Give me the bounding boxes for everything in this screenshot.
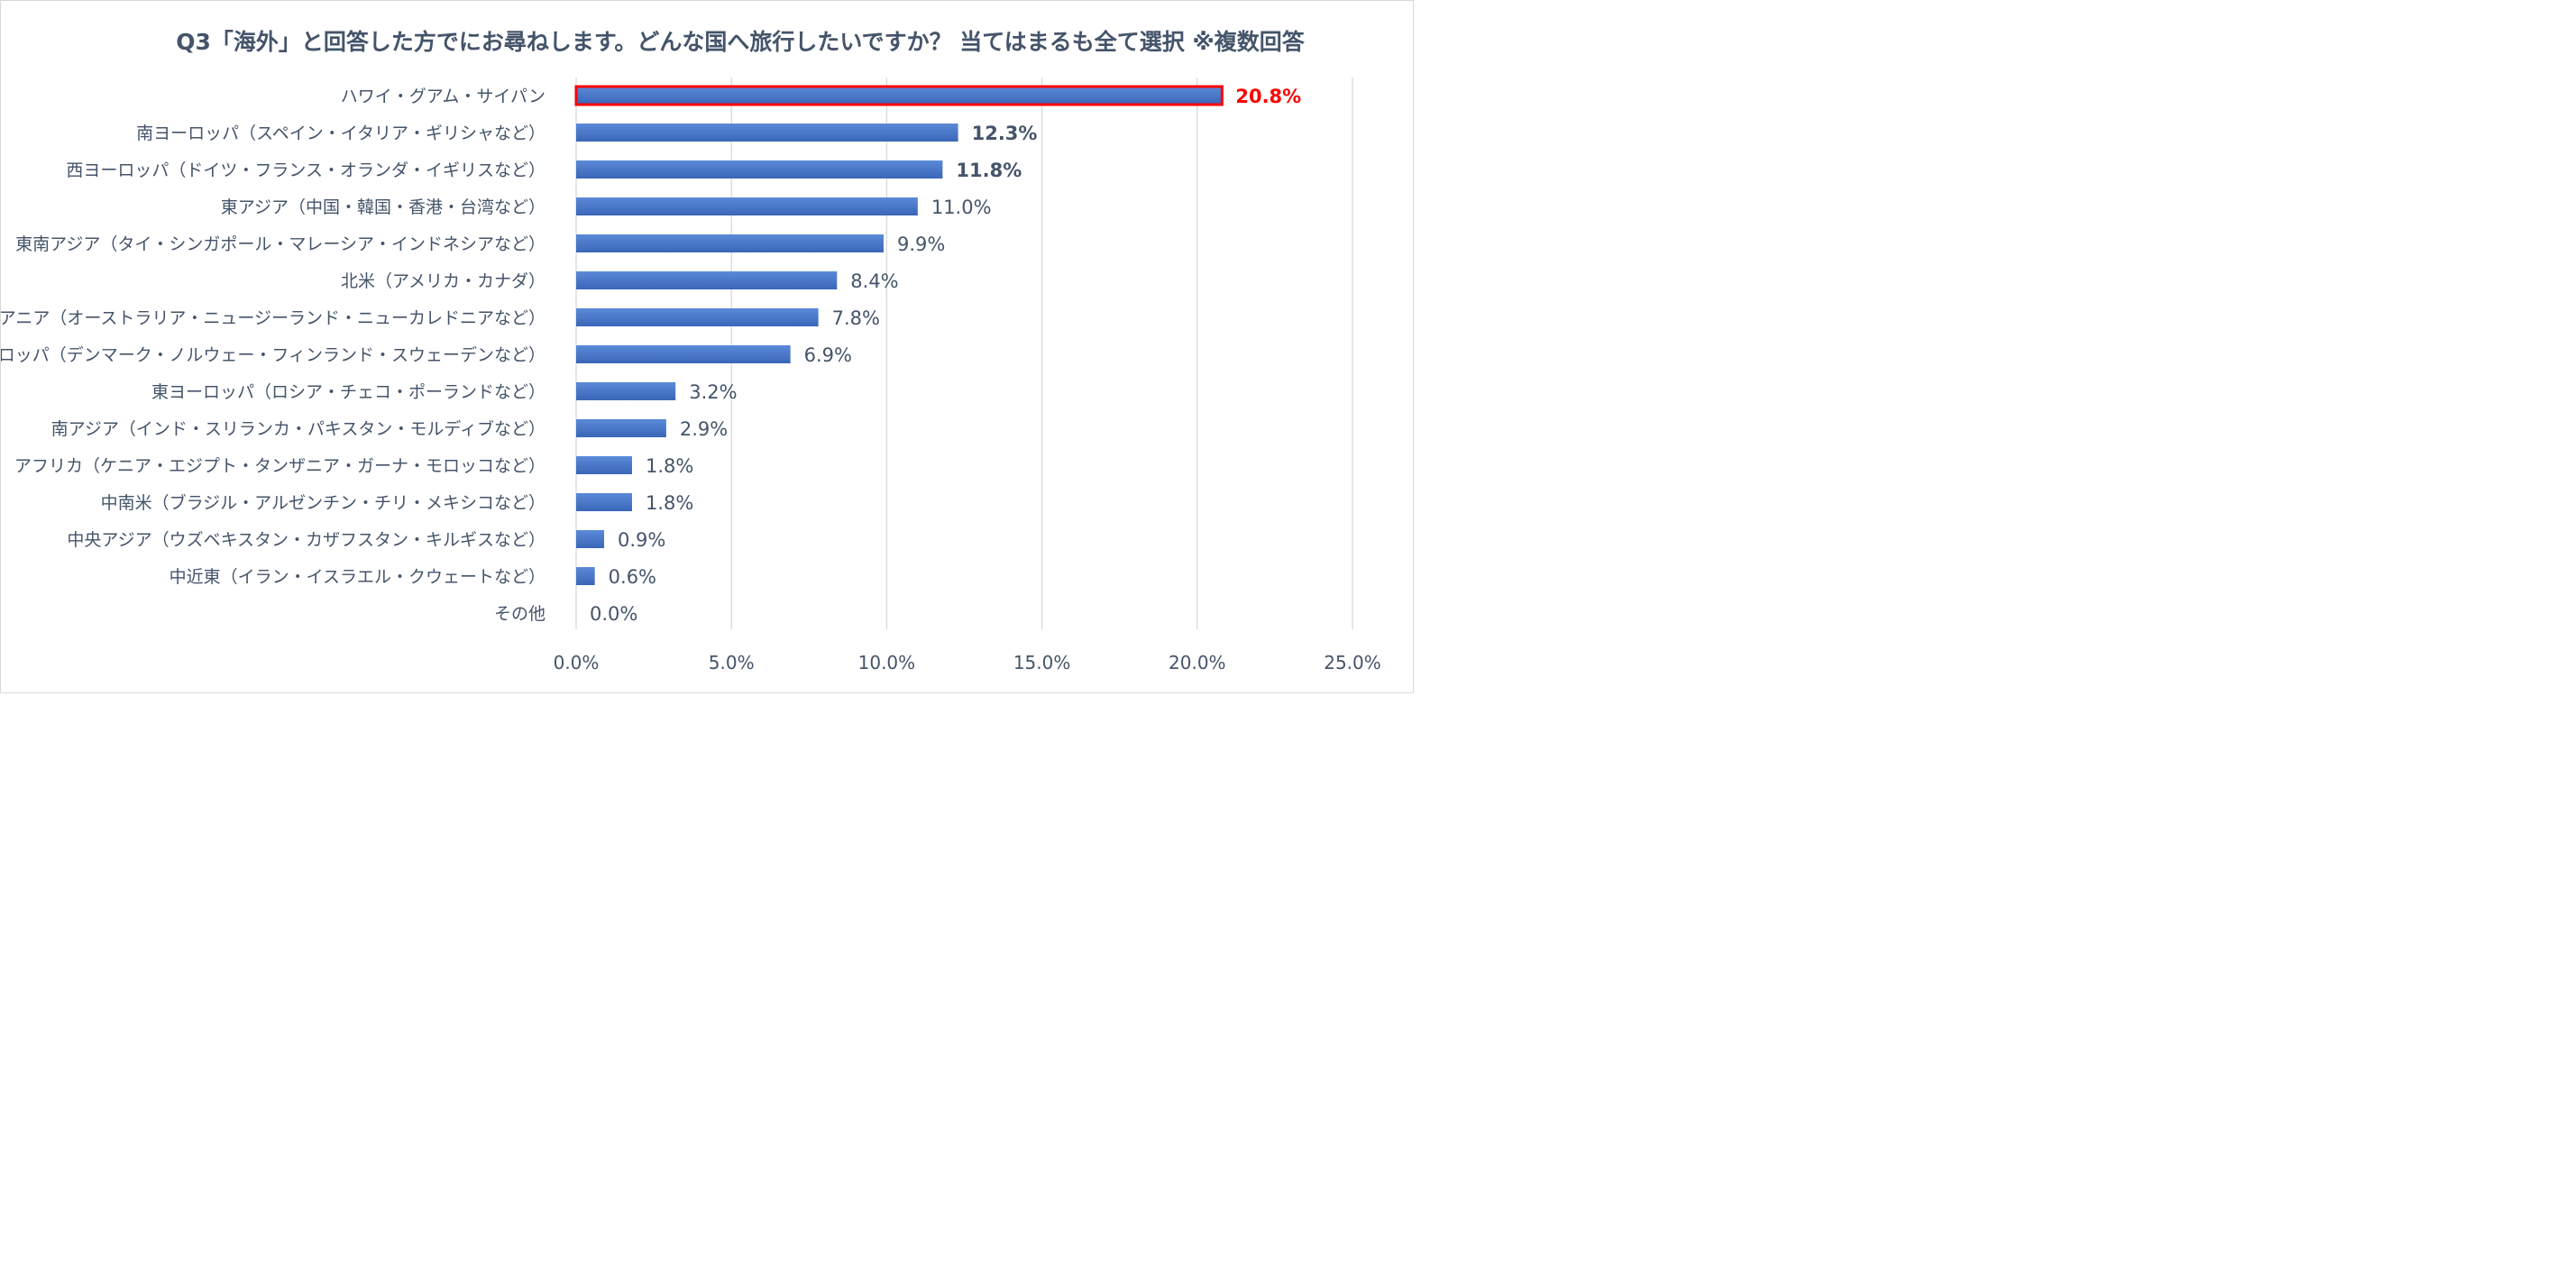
category-label: アフリカ（ケニア・エジプト・タンザニア・ガーナ・モロッコなど）: [14, 456, 545, 476]
x-tick-label: 20.0%: [1169, 652, 1226, 673]
x-tick-label: 15.0%: [1013, 652, 1071, 673]
category-label: 西ヨーロッパ（ドイツ・フランス・オランダ・イギリスなど）: [66, 160, 545, 180]
x-tick-label: 0.0%: [554, 652, 600, 673]
category-label: 北米（アメリカ・カナダ）: [341, 271, 545, 291]
bar: [576, 271, 838, 289]
bar: [576, 234, 884, 252]
bar: [576, 419, 666, 437]
bar: [576, 456, 632, 474]
bar: [576, 160, 943, 179]
value-label: 11.8%: [956, 160, 1022, 181]
category-label: 東ヨーロッパ（ロシア・チェコ・ポーランドなど）: [151, 382, 545, 402]
bar: [576, 345, 791, 363]
category-label: 中央アジア（ウズベキスタン・カザフスタン・キルギスなど）: [67, 530, 545, 550]
x-tick-label: 25.0%: [1324, 652, 1381, 673]
value-label: 0.0%: [590, 603, 637, 625]
value-label: 1.8%: [646, 455, 693, 477]
category-label: 東アジア（中国・韓国・香港・台湾など）: [221, 197, 545, 217]
value-label: 7.8%: [832, 307, 880, 329]
bar: [576, 493, 632, 511]
value-label: 2.9%: [680, 418, 728, 440]
chart-title: Q3「海外」と回答した方でにお尋ねします。どんな国へ旅行したいですか？ 当てはま…: [176, 29, 1305, 55]
bar: [576, 197, 918, 215]
category-label: 北ヨーロッパ（デンマーク・ノルウェー・フィンランド・スウェーデンなど）: [1, 345, 545, 365]
value-label: 6.9%: [804, 344, 852, 366]
category-label: 東南アジア（タイ・シンガポール・マレーシア・インドネシアなど）: [15, 234, 545, 254]
bar: [576, 382, 676, 400]
category-label: 南ヨーロッパ（スペイン・イタリア・ギリシャなど）: [136, 124, 545, 143]
category-label: オセアニア（オーストラリア・ニュージーランド・ニューカレドニアなど）: [1, 308, 545, 328]
value-label: 11.0%: [931, 197, 992, 218]
value-label: 20.8%: [1235, 86, 1301, 107]
category-label: その他: [494, 604, 545, 624]
value-label: 1.8%: [646, 492, 693, 514]
bar: [576, 308, 819, 326]
bar: [576, 567, 595, 585]
bar: [574, 85, 1224, 106]
value-label: 12.3%: [972, 123, 1038, 144]
value-label: 9.9%: [897, 234, 945, 255]
x-axis-ticks: 0.0% 5.0% 10.0% 15.0% 20.0% 25.0%: [554, 652, 1381, 673]
category-label: ハワイ・グアム・サイパン: [341, 87, 545, 106]
bars: [574, 85, 1224, 585]
value-label: 8.4%: [850, 270, 898, 292]
value-label: 3.2%: [689, 381, 737, 403]
value-labels: 20.8% 12.3% 11.8% 11.0% 9.9% 8.4% 7.8% 6.9% 3.2%…: [590, 86, 1301, 625]
value-label: 0.9%: [618, 529, 665, 551]
bar: [576, 530, 604, 548]
chart-frame: Q3「海外」と回答した方でにお尋ねします。どんな国へ旅行したいですか？ 当てはま…: [0, 0, 1414, 693]
category-label: 南アジア（インド・スリランカ・パキスタン・モルディブなど）: [51, 418, 545, 439]
value-label: 0.6%: [609, 566, 656, 588]
bar: [576, 124, 958, 142]
x-tick-label: 10.0%: [858, 652, 916, 673]
category-label: 中近東（イラン・イスラエル・クウェートなど）: [170, 567, 545, 587]
category-label: 中南米（ブラジル・アルゼンチン・チリ・メキシコなど）: [101, 492, 545, 513]
x-tick-label: 5.0%: [709, 652, 755, 673]
